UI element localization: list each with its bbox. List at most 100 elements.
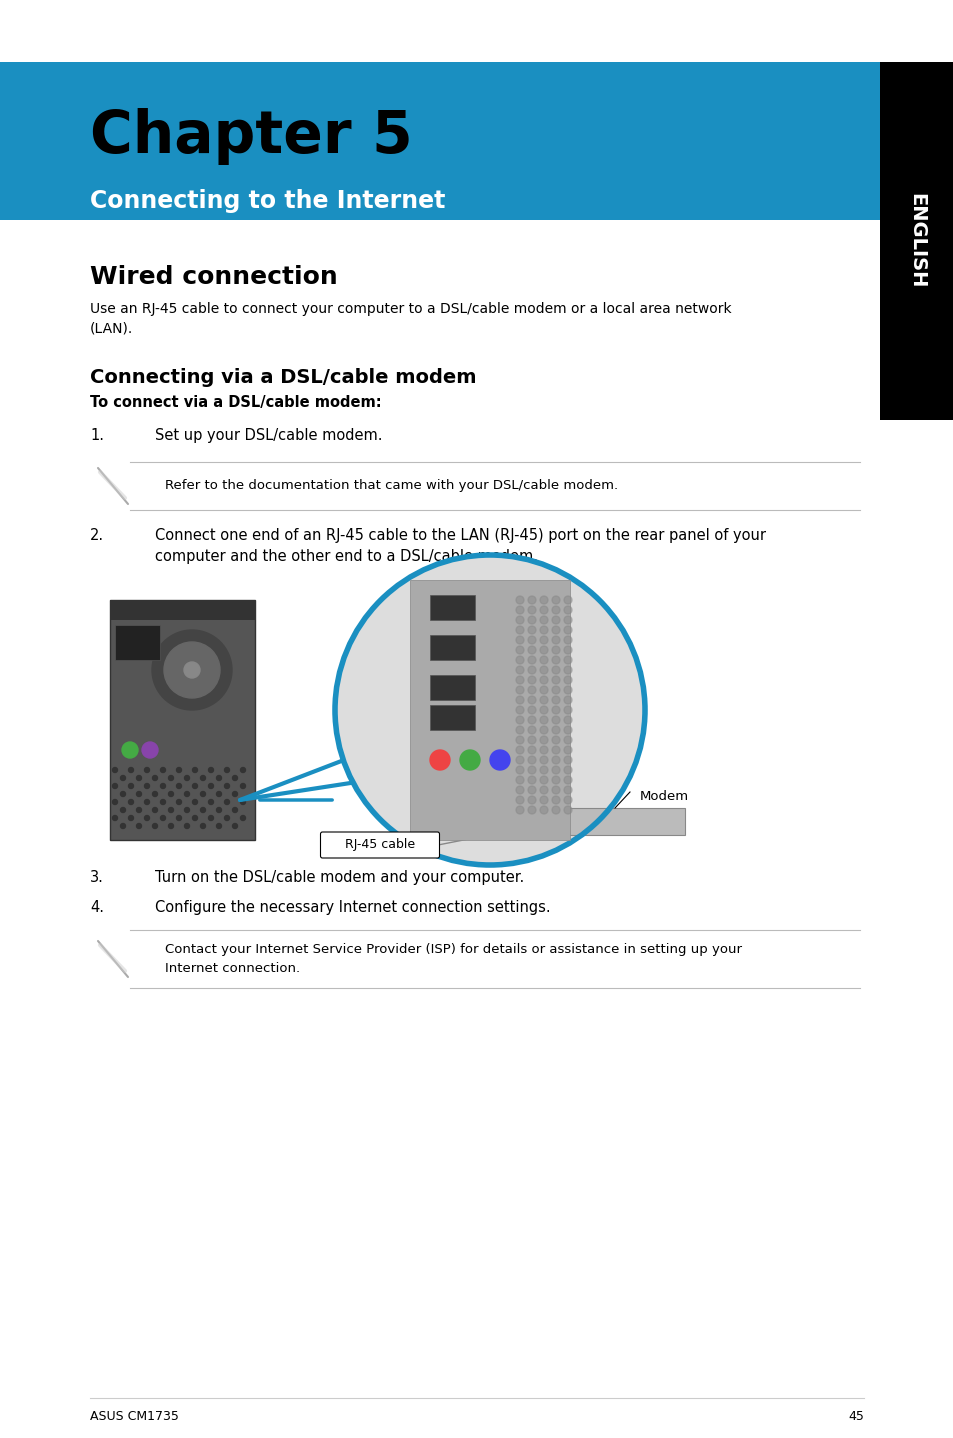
Circle shape <box>459 751 479 769</box>
Circle shape <box>563 756 572 764</box>
Text: Set up your DSL/cable modem.: Set up your DSL/cable modem. <box>154 429 382 443</box>
Circle shape <box>516 686 523 695</box>
Bar <box>430 705 475 731</box>
Circle shape <box>129 784 133 788</box>
Circle shape <box>552 646 559 654</box>
Circle shape <box>539 746 547 754</box>
Circle shape <box>224 800 230 804</box>
Circle shape <box>516 797 523 804</box>
Circle shape <box>552 626 559 634</box>
Circle shape <box>563 646 572 654</box>
Text: Connect one end of an RJ-45 cable to the LAN (RJ-45) port on the rear panel of y: Connect one end of an RJ-45 cable to the… <box>154 528 765 564</box>
Circle shape <box>200 791 205 797</box>
Circle shape <box>516 756 523 764</box>
Circle shape <box>539 656 547 664</box>
Circle shape <box>160 815 165 821</box>
Circle shape <box>552 676 559 684</box>
Circle shape <box>169 808 173 812</box>
Circle shape <box>563 615 572 624</box>
Circle shape <box>224 815 230 821</box>
Circle shape <box>112 768 117 772</box>
Circle shape <box>120 824 126 828</box>
Circle shape <box>184 791 190 797</box>
Circle shape <box>152 630 232 710</box>
Text: Wired connection: Wired connection <box>90 265 337 289</box>
Circle shape <box>120 775 126 781</box>
Circle shape <box>563 595 572 604</box>
Circle shape <box>527 787 536 794</box>
Circle shape <box>563 746 572 754</box>
Circle shape <box>516 736 523 743</box>
Circle shape <box>120 808 126 812</box>
Circle shape <box>516 676 523 684</box>
Bar <box>110 600 254 620</box>
Circle shape <box>552 686 559 695</box>
Text: Turn on the DSL/cable modem and your computer.: Turn on the DSL/cable modem and your com… <box>154 870 524 884</box>
Circle shape <box>240 815 245 821</box>
Text: 45: 45 <box>847 1411 863 1424</box>
Circle shape <box>527 807 536 814</box>
Circle shape <box>516 787 523 794</box>
Circle shape <box>122 742 138 758</box>
Circle shape <box>539 595 547 604</box>
Circle shape <box>552 666 559 674</box>
Circle shape <box>527 626 536 634</box>
Circle shape <box>552 605 559 614</box>
Circle shape <box>516 726 523 733</box>
Circle shape <box>552 746 559 754</box>
Circle shape <box>527 636 536 644</box>
Circle shape <box>200 824 205 828</box>
Circle shape <box>527 605 536 614</box>
Circle shape <box>516 696 523 705</box>
Circle shape <box>527 706 536 715</box>
Circle shape <box>552 807 559 814</box>
Bar <box>110 600 254 840</box>
Circle shape <box>527 716 536 723</box>
Circle shape <box>539 706 547 715</box>
Circle shape <box>233 775 237 781</box>
Text: 2.: 2. <box>90 528 104 544</box>
Circle shape <box>176 784 181 788</box>
Circle shape <box>539 807 547 814</box>
Circle shape <box>563 676 572 684</box>
Circle shape <box>184 824 190 828</box>
Circle shape <box>516 706 523 715</box>
Circle shape <box>152 775 157 781</box>
Circle shape <box>527 766 536 774</box>
Circle shape <box>527 666 536 674</box>
Circle shape <box>539 736 547 743</box>
Text: To connect via a DSL/cable modem:: To connect via a DSL/cable modem: <box>90 395 381 410</box>
Circle shape <box>563 636 572 644</box>
Circle shape <box>539 777 547 784</box>
Bar <box>430 636 475 660</box>
Circle shape <box>563 797 572 804</box>
Circle shape <box>563 686 572 695</box>
Circle shape <box>144 768 150 772</box>
Circle shape <box>209 768 213 772</box>
Circle shape <box>193 815 197 821</box>
Circle shape <box>216 824 221 828</box>
Circle shape <box>176 800 181 804</box>
Circle shape <box>160 768 165 772</box>
Circle shape <box>112 815 117 821</box>
Circle shape <box>516 605 523 614</box>
FancyBboxPatch shape <box>320 833 439 858</box>
Circle shape <box>516 646 523 654</box>
Circle shape <box>527 676 536 684</box>
Circle shape <box>552 706 559 715</box>
Circle shape <box>552 756 559 764</box>
Circle shape <box>430 751 450 769</box>
Circle shape <box>184 808 190 812</box>
Text: ENGLISH: ENGLISH <box>906 193 925 289</box>
Circle shape <box>240 768 245 772</box>
Bar <box>430 674 475 700</box>
Circle shape <box>129 768 133 772</box>
Circle shape <box>539 797 547 804</box>
Circle shape <box>527 736 536 743</box>
Circle shape <box>516 656 523 664</box>
Circle shape <box>539 636 547 644</box>
Circle shape <box>516 615 523 624</box>
Circle shape <box>152 824 157 828</box>
Circle shape <box>552 656 559 664</box>
Circle shape <box>169 791 173 797</box>
